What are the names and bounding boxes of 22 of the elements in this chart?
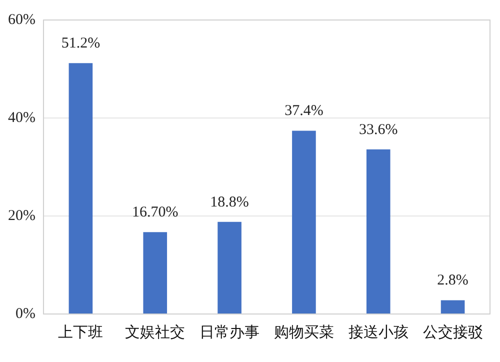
x-tick-label: 文娱社交 — [125, 322, 186, 341]
bar — [440, 300, 465, 314]
data-label: 18.8% — [210, 194, 249, 210]
y-tick-label: 60% — [8, 12, 36, 28]
bar — [366, 149, 390, 314]
y-tick-label: 40% — [8, 110, 36, 126]
data-label: 16.70% — [132, 204, 178, 221]
x-tick-label: 日常办事 — [200, 322, 260, 341]
y-tick-label: 20% — [8, 208, 36, 224]
x-tick-label: 接送小孩 — [348, 322, 408, 341]
y-tick-label: 0% — [15, 306, 36, 322]
data-label: 37.4% — [284, 103, 324, 120]
x-tick-label: 购物买菜 — [274, 322, 334, 341]
data-label: 33.6% — [359, 122, 398, 138]
x-tick-label: 上下班 — [58, 322, 104, 341]
bar — [218, 222, 242, 314]
data-label: 2.8% — [437, 272, 468, 289]
bar — [292, 130, 316, 314]
bar — [143, 232, 168, 314]
x-tick-label: 公交接驳 — [422, 322, 483, 341]
bar — [68, 63, 93, 314]
data-label: 51.2% — [61, 36, 100, 52]
